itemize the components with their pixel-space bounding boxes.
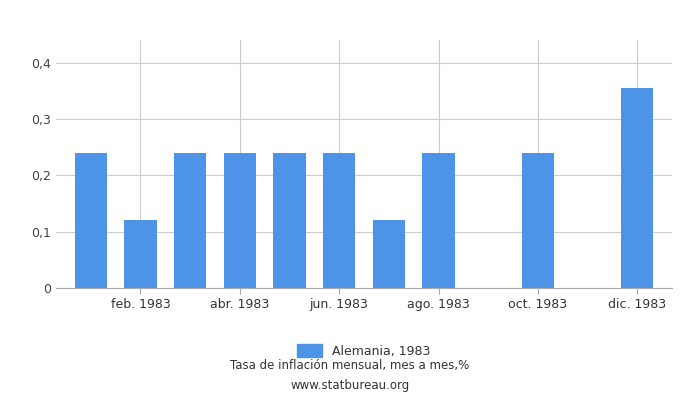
Bar <box>522 153 554 288</box>
Text: Tasa de inflación mensual, mes a mes,%: Tasa de inflación mensual, mes a mes,% <box>230 360 470 372</box>
Bar <box>125 220 157 288</box>
Bar <box>273 153 306 288</box>
Bar <box>323 153 356 288</box>
Bar <box>224 153 256 288</box>
Bar <box>75 153 107 288</box>
Bar <box>372 220 405 288</box>
Bar <box>422 153 455 288</box>
Legend: Alemania, 1983: Alemania, 1983 <box>293 339 435 362</box>
Bar <box>621 88 653 288</box>
Text: www.statbureau.org: www.statbureau.org <box>290 380 410 392</box>
Bar <box>174 153 206 288</box>
